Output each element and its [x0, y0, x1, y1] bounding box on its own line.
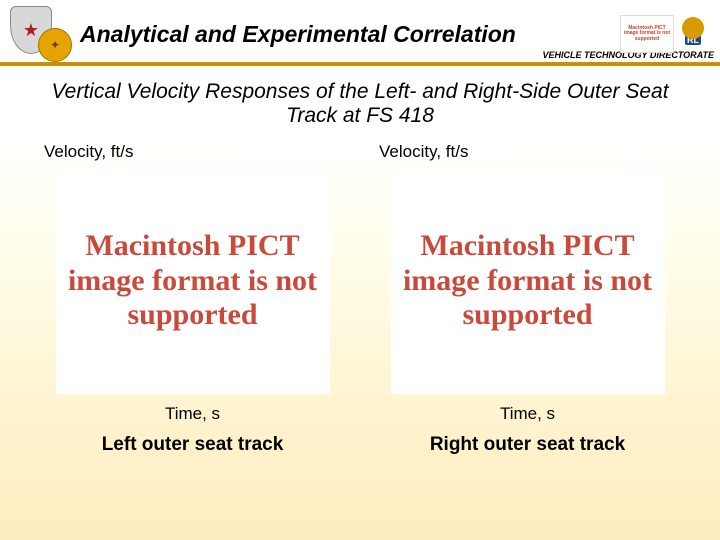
insignia-logo: ✦ — [38, 28, 72, 62]
gear-icon — [682, 17, 704, 39]
right-chart-placeholder: Macintosh PICT image format is not suppo… — [391, 168, 665, 394]
left-placeholder-text: Macintosh PICT image format is not suppo… — [56, 229, 330, 333]
left-chart-column: Velocity, ft/s Macintosh PICT image form… — [30, 142, 355, 456]
insignia-icon: ✦ — [50, 38, 60, 52]
right-logos: Macintosh PICT image format is not suppo… — [620, 15, 710, 53]
rl-logo: RL — [676, 17, 710, 51]
slide-header: ★ ✦ Analytical and Experimental Correlat… — [0, 0, 720, 64]
right-chart-column: Velocity, ft/s Macintosh PICT image form… — [365, 142, 690, 456]
charts-row: Velocity, ft/s Macintosh PICT image form… — [0, 136, 720, 456]
left-chart-placeholder: Macintosh PICT image format is not suppo… — [56, 168, 330, 394]
right-chart-caption: Right outer seat track — [430, 434, 625, 456]
left-logos: ★ ✦ — [10, 6, 74, 62]
star-icon: ★ — [23, 20, 39, 41]
slide-title: Analytical and Experimental Correlation — [80, 21, 620, 48]
left-y-axis-label: Velocity, ft/s — [44, 142, 133, 162]
right-y-axis-label: Velocity, ft/s — [379, 142, 468, 162]
right-placeholder-text: Macintosh PICT image format is not suppo… — [391, 229, 665, 333]
tiny-pict-placeholder: Macintosh PICT image format is not suppo… — [620, 15, 674, 53]
section-title: Vertical Velocity Responses of the Left-… — [0, 66, 720, 136]
right-x-axis-label: Time, s — [500, 404, 555, 424]
left-chart-caption: Left outer seat track — [102, 434, 284, 456]
left-x-axis-label: Time, s — [165, 404, 220, 424]
